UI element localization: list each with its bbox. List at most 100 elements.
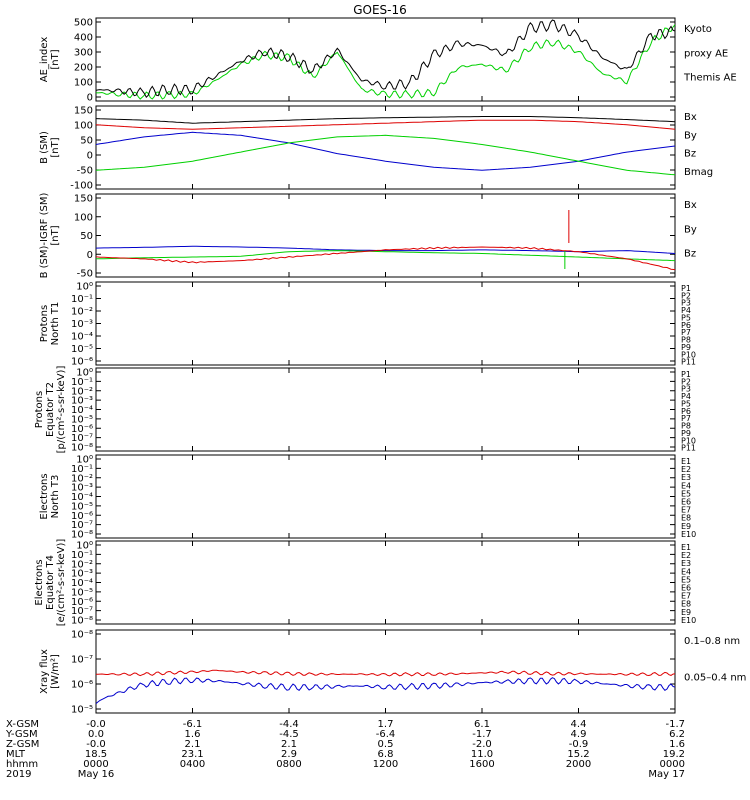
y-tick-label: 10⁰ bbox=[76, 282, 93, 293]
panel-xray: 10⁻⁸ 10⁻⁷ 10⁻⁶ 10⁻⁵ Xray flux [W/m²] 0.1–0.8 n… bbox=[39, 629, 746, 716]
x-row-label: MLT bbox=[6, 749, 26, 760]
y-tick-label: -50 bbox=[77, 166, 93, 177]
x-axis-value: -0.0 bbox=[86, 739, 106, 750]
y-axis-label: [nT] bbox=[50, 137, 61, 157]
y-tick-label: 0 bbox=[87, 151, 93, 162]
y-tick-label: -100 bbox=[70, 181, 93, 192]
y-tick-label: 10⁻¹ bbox=[71, 377, 93, 388]
legend-entry: proxy AE bbox=[684, 48, 728, 59]
legend-entry: P9 bbox=[681, 429, 691, 438]
legend-entry: E7 bbox=[681, 592, 691, 601]
x-axis-value: 0400 bbox=[180, 759, 205, 770]
y-axis-label: Electrons bbox=[34, 559, 45, 605]
x-axis-value: 0000 bbox=[660, 759, 685, 770]
x-axis-value: 4.9 bbox=[571, 729, 587, 740]
x-row-label: Z-GSM bbox=[6, 739, 39, 750]
y-tick-label: 10⁻³ bbox=[71, 319, 93, 330]
legend-entry: E1 bbox=[681, 543, 691, 552]
legend-entry: P10 bbox=[681, 436, 696, 445]
y-tick-label: 150 bbox=[74, 106, 93, 117]
legend-entry: Bx bbox=[684, 200, 697, 211]
legend-entry: E7 bbox=[681, 506, 691, 515]
legend-entry: P5 bbox=[681, 399, 691, 408]
y-axis-label: B (SM) bbox=[39, 131, 50, 164]
y-tick-label: 10⁻² bbox=[71, 473, 93, 484]
y-tick-label: 10⁻⁶ bbox=[71, 357, 93, 368]
y-tick-label: 10⁻⁸ bbox=[71, 443, 93, 454]
y-axis-label: B (SM)-IGRF (SM) bbox=[39, 193, 50, 279]
x-axis-value: 2.1 bbox=[281, 739, 297, 750]
x-axis-value: 2.1 bbox=[185, 739, 201, 750]
legend-entry: E10 bbox=[681, 616, 696, 625]
series-line-by bbox=[96, 250, 676, 262]
y-tick-label: 10⁻³ bbox=[71, 569, 93, 580]
y-tick-label: 10⁻⁷ bbox=[71, 655, 93, 666]
x-axis-value: 0.5 bbox=[378, 739, 394, 750]
legend-entry: E3 bbox=[681, 473, 691, 482]
y-tick-label: 300 bbox=[74, 48, 93, 59]
legend-entry: P7 bbox=[681, 328, 691, 337]
y-tick-label: 10⁻⁵ bbox=[71, 501, 93, 512]
x-axis-value: 1.6 bbox=[185, 729, 201, 740]
y-tick-label: 10⁻⁸ bbox=[71, 530, 93, 541]
legend-entry: P1 bbox=[681, 370, 691, 379]
y-tick-label: 10⁻⁵ bbox=[71, 344, 93, 355]
legend-entry: By bbox=[684, 224, 697, 235]
y-axis-label: [p/(cm²-s-sr-keV)] bbox=[56, 366, 67, 454]
series-line-0-1-0-8-nm bbox=[96, 669, 676, 677]
x-axis-value: 2.9 bbox=[281, 749, 297, 760]
legend-entry: P6 bbox=[681, 407, 691, 416]
legend-entry: E5 bbox=[681, 489, 691, 498]
legend-entry: P8 bbox=[681, 422, 691, 431]
y-tick-label: 10⁻⁵ bbox=[71, 705, 93, 716]
y-tick-label: 10⁰ bbox=[76, 368, 93, 379]
y-axis-label: [W/m²] bbox=[50, 654, 61, 689]
x-axis-value: -0.0 bbox=[86, 719, 106, 730]
y-tick-label: 10⁻² bbox=[71, 559, 93, 570]
x-axis-value: 1600 bbox=[469, 759, 494, 770]
legend-entry: P2 bbox=[681, 291, 691, 300]
y-axis-label: North T1 bbox=[50, 302, 61, 346]
y-tick-label: 10⁻⁸ bbox=[71, 630, 93, 641]
legend-entry: E3 bbox=[681, 559, 691, 568]
y-tick-label: -50 bbox=[77, 269, 93, 280]
y-axis-label: Equator T4 bbox=[45, 555, 56, 610]
legend-entry: P4 bbox=[681, 306, 691, 315]
legend-entry: P7 bbox=[681, 414, 691, 423]
y-tick-label: 150 bbox=[74, 194, 93, 205]
legend-entry: E5 bbox=[681, 575, 691, 584]
x-axis-value: 2000 bbox=[566, 759, 591, 770]
y-axis-label: Xray flux bbox=[39, 649, 50, 694]
y-tick-label: 50 bbox=[80, 231, 93, 242]
x-axis-value: 4.4 bbox=[571, 719, 587, 730]
y-tick-label: 10⁻⁶ bbox=[71, 511, 93, 522]
x-axis-value: -1.7 bbox=[472, 729, 492, 740]
legend-entry: Bz bbox=[684, 149, 696, 160]
x-axis-value: 6.8 bbox=[378, 749, 394, 760]
series-line-bz bbox=[95, 119, 676, 130]
y-tick-label: 400 bbox=[74, 33, 93, 44]
panel-frame bbox=[95, 540, 676, 625]
legend-entry: E6 bbox=[681, 498, 691, 507]
legend-entry: E2 bbox=[681, 551, 691, 560]
x-axis-value: 19.2 bbox=[663, 749, 685, 760]
panel-bigrf: 150 100 50 0 -50 B (SM)-IGRF (SM) [nT] Bx By Bz bbox=[39, 193, 697, 280]
y-tick-label: 10⁻⁶ bbox=[71, 680, 93, 691]
legend-entry: P11 bbox=[681, 444, 696, 453]
legend-entry: P4 bbox=[681, 392, 691, 401]
y-tick-label: 10⁻² bbox=[71, 307, 93, 318]
x-axis-value: -6.4 bbox=[376, 729, 396, 740]
x-axis-value: 0.0 bbox=[88, 729, 104, 740]
x-axis-value: 15.2 bbox=[567, 749, 589, 760]
legend-entry: P3 bbox=[681, 299, 691, 308]
y-tick-label: 10⁻⁵ bbox=[71, 587, 93, 598]
y-axis-label: [nT] bbox=[50, 49, 61, 69]
y-axis-label: Protons bbox=[34, 391, 45, 428]
y-tick-label: 10⁰ bbox=[76, 541, 93, 552]
x-axis-value: -4.5 bbox=[279, 729, 299, 740]
y-tick-label: 10⁻³ bbox=[71, 396, 93, 407]
x-axis-value: -1.7 bbox=[665, 719, 685, 730]
y-axis-label: AE_index bbox=[39, 37, 50, 83]
